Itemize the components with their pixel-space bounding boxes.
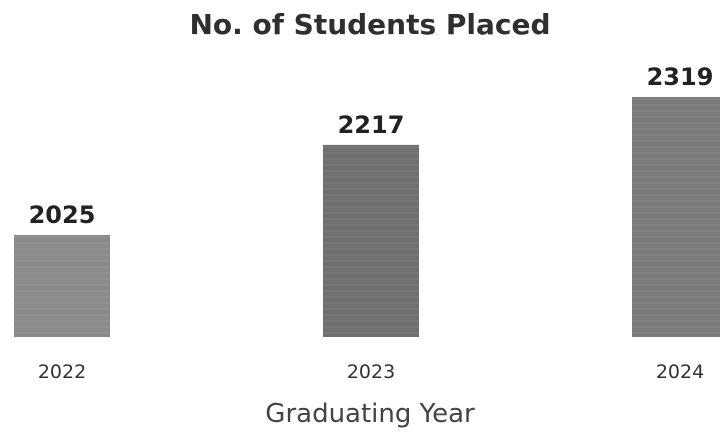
- value-labels-layer: 2025 2217 2319: [29, 63, 714, 229]
- data-label-2024: 2319: [647, 63, 714, 91]
- x-tick-label-2022: 2022: [38, 361, 86, 383]
- chart-title: No. of Students Placed: [189, 8, 550, 41]
- x-axis-title: Graduating Year: [265, 399, 475, 429]
- bar-texture-2023: [323, 144, 419, 337]
- bars-layer: [14, 97, 720, 337]
- data-label-2023: 2217: [338, 111, 405, 139]
- x-tick-labels-layer: 2022 2023 2024: [38, 361, 704, 383]
- x-tick-label-2024: 2024: [656, 361, 704, 383]
- bar-texture-2024: [632, 97, 720, 337]
- bar-texture-2022: [14, 235, 110, 337]
- data-label-2022: 2025: [29, 201, 96, 229]
- x-tick-label-2023: 2023: [347, 361, 395, 383]
